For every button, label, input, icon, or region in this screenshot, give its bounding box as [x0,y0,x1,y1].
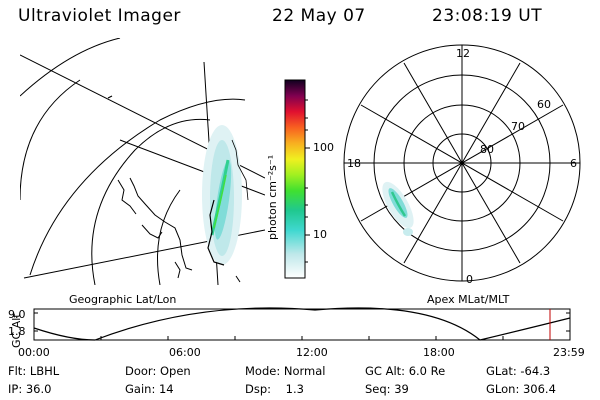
lat-label-80: 80 [480,143,494,156]
info-ip-value: 36.0 [25,382,52,396]
auroral-emission-left [202,125,242,265]
colorbar-tick-100: 100 [313,141,334,154]
orbit-xtick-1800: 18:00 [423,346,455,359]
lat-label-70: 70 [511,120,525,133]
mlt-label-0: 0 [466,273,473,286]
info-gain: Gain: 14 [125,382,174,396]
date-label: 22 May 07 [272,6,366,26]
info-flt-value: LBHL [29,364,60,378]
geographic-map-label: Geographic Lat/Lon [69,293,177,306]
info-flt: Flt: LBHL [8,364,60,378]
geographic-map [20,38,265,285]
info-door-value: Open [159,364,191,378]
info-mode: Mode: Normal [245,364,326,378]
orbit-xtick-0600: 06:00 [169,346,201,359]
info-ip: IP: 36.0 [8,382,52,396]
colorbar [284,79,306,279]
colorbar-tick-10: 10 [313,228,327,241]
info-glat: GLat: -64.3 [486,364,551,378]
mlt-label-12: 12 [456,47,470,60]
colorbar-unit-label: photon cm⁻²s⁻¹ [266,154,279,240]
colorbar-ticks [305,99,310,263]
info-dsp-value: 1.3 [285,382,304,396]
orbit-xtick-0000: 00:00 [18,346,50,359]
polar-plot-label: Apex MLat/MLT [427,293,510,306]
info-glon: GLon: 306.4 [486,382,556,396]
info-glon-value: 306.4 [522,382,556,396]
info-gc-alt-value: 6.0 Re [408,364,446,378]
orbit-ytick-9: 9.0 [8,308,26,321]
orbit-plot [33,307,571,341]
info-glat-value: -64.3 [520,364,551,378]
mlt-label-18: 18 [347,157,361,170]
orbit-xtick-1200: 12:00 [296,346,328,359]
lat-label-60: 60 [537,98,551,111]
orbit-ytick-1-8: 1.8 [8,325,26,338]
info-seq-value: 39 [394,382,409,396]
info-dsp: Dsp: 1.3 [245,382,304,396]
info-door: Door: Open [125,364,191,378]
info-mode-value: Normal [283,364,326,378]
info-gain-value: 14 [158,382,174,396]
polar-plot [343,44,581,282]
info-seq: Seq: 39 [365,382,409,396]
info-gc-alt: GC Alt: 6.0 Re [365,364,446,378]
orbit-xtick-2359: 23:59 [553,346,585,359]
app-title: Ultraviolet Imager [18,6,181,26]
time-label: 23:08:19 UT [432,6,543,26]
auroral-emission-polar [382,181,414,236]
mlt-label-6: 6 [570,157,577,170]
